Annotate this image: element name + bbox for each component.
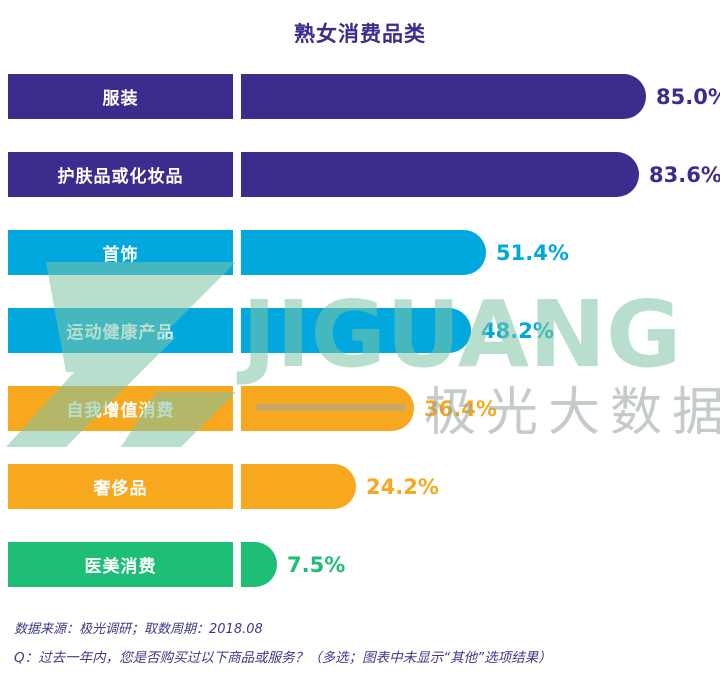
bar-row: 运动健康产品 48.2% bbox=[8, 308, 720, 353]
bar-value: 48.2% bbox=[481, 318, 554, 343]
bar-row: 护肤品或化妆品 83.6% bbox=[8, 152, 720, 197]
bar-value: 83.6% bbox=[649, 162, 720, 187]
category-label: 护肤品或化妆品 bbox=[8, 152, 233, 197]
bar bbox=[241, 74, 646, 119]
category-label: 首饰 bbox=[8, 230, 233, 275]
bar bbox=[241, 464, 356, 509]
bar-row: 奢侈品 24.2% bbox=[8, 464, 720, 509]
bar-value: 85.0% bbox=[656, 84, 720, 109]
bar-row: 自我增值消费 36.4% bbox=[8, 386, 720, 431]
bar bbox=[241, 386, 414, 431]
bar bbox=[241, 230, 486, 275]
bar-row: 首饰 51.4% bbox=[8, 230, 720, 275]
survey-question-note: Q：过去一年内，您是否购买过以下商品或服务？（多选；图表中未显示“其他”选项结果… bbox=[14, 650, 552, 666]
category-label: 医美消费 bbox=[8, 542, 233, 587]
bar-row: 服装 85.0% bbox=[8, 74, 720, 119]
category-label: 自我增值消费 bbox=[8, 386, 233, 431]
category-label: 运动健康产品 bbox=[8, 308, 233, 353]
bar-value: 7.5% bbox=[287, 552, 346, 577]
bar-value: 24.2% bbox=[366, 474, 439, 499]
bar-row: 医美消费 7.5% bbox=[8, 542, 720, 587]
bar bbox=[241, 542, 277, 587]
bar-rows: 服装 85.0% 护肤品或化妆品 83.6% 首饰 51.4% 运动健康产品 48.2% 自我增… bbox=[0, 74, 720, 587]
data-source-note: 数据来源：极光调研；取数周期：2018.08 bbox=[14, 622, 263, 637]
bar-value: 51.4% bbox=[496, 240, 569, 265]
bar-track: 36.4% bbox=[241, 386, 720, 431]
category-label: 服装 bbox=[8, 74, 233, 119]
bar-track: 51.4% bbox=[241, 230, 720, 275]
category-label: 奢侈品 bbox=[8, 464, 233, 509]
chart-footer: 数据来源：极光调研；取数周期：2018.08 Q：过去一年内，您是否购买过以下商… bbox=[14, 618, 714, 666]
chart-title: 熟女消费品类 bbox=[294, 22, 426, 46]
bar-track: 85.0% bbox=[241, 74, 720, 119]
bar-track: 7.5% bbox=[241, 542, 720, 587]
bar-track: 83.6% bbox=[241, 152, 720, 197]
bar-track: 48.2% bbox=[241, 308, 720, 353]
bar-value: 36.4% bbox=[424, 396, 497, 421]
bar bbox=[241, 152, 639, 197]
bar-track: 24.2% bbox=[241, 464, 720, 509]
bar bbox=[241, 308, 471, 353]
